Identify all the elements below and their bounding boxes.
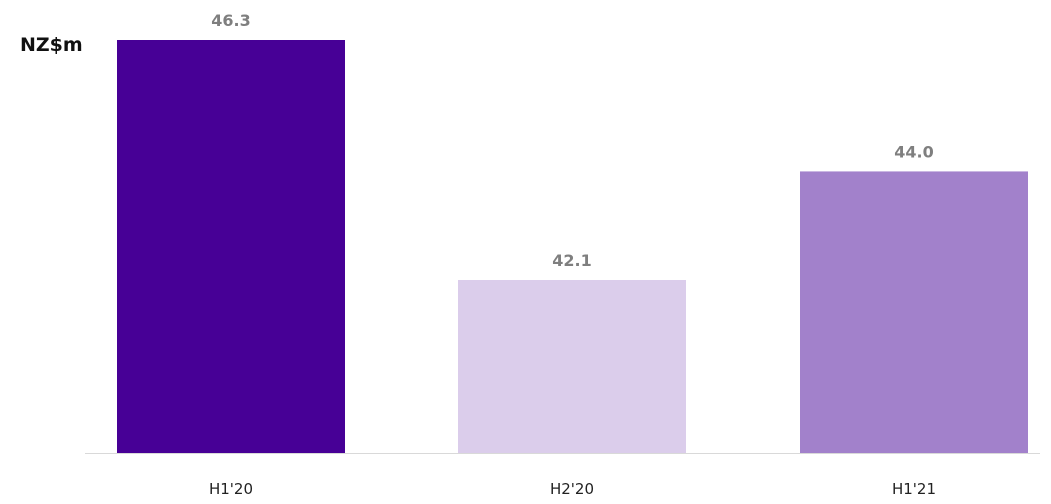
value-label-2: 44.0 — [894, 142, 933, 161]
bar-1 — [458, 280, 686, 453]
x-tick-label-1: H2'20 — [550, 480, 594, 498]
value-label-1: 42.1 — [552, 251, 591, 270]
bar-0 — [117, 40, 345, 453]
x-tick-label-2: H1'21 — [892, 480, 936, 498]
unit-label: NZ$m — [20, 34, 83, 56]
x-tick-label-0: H1'20 — [209, 480, 253, 498]
value-label-0: 46.3 — [211, 11, 250, 30]
bar-2 — [800, 171, 1028, 453]
